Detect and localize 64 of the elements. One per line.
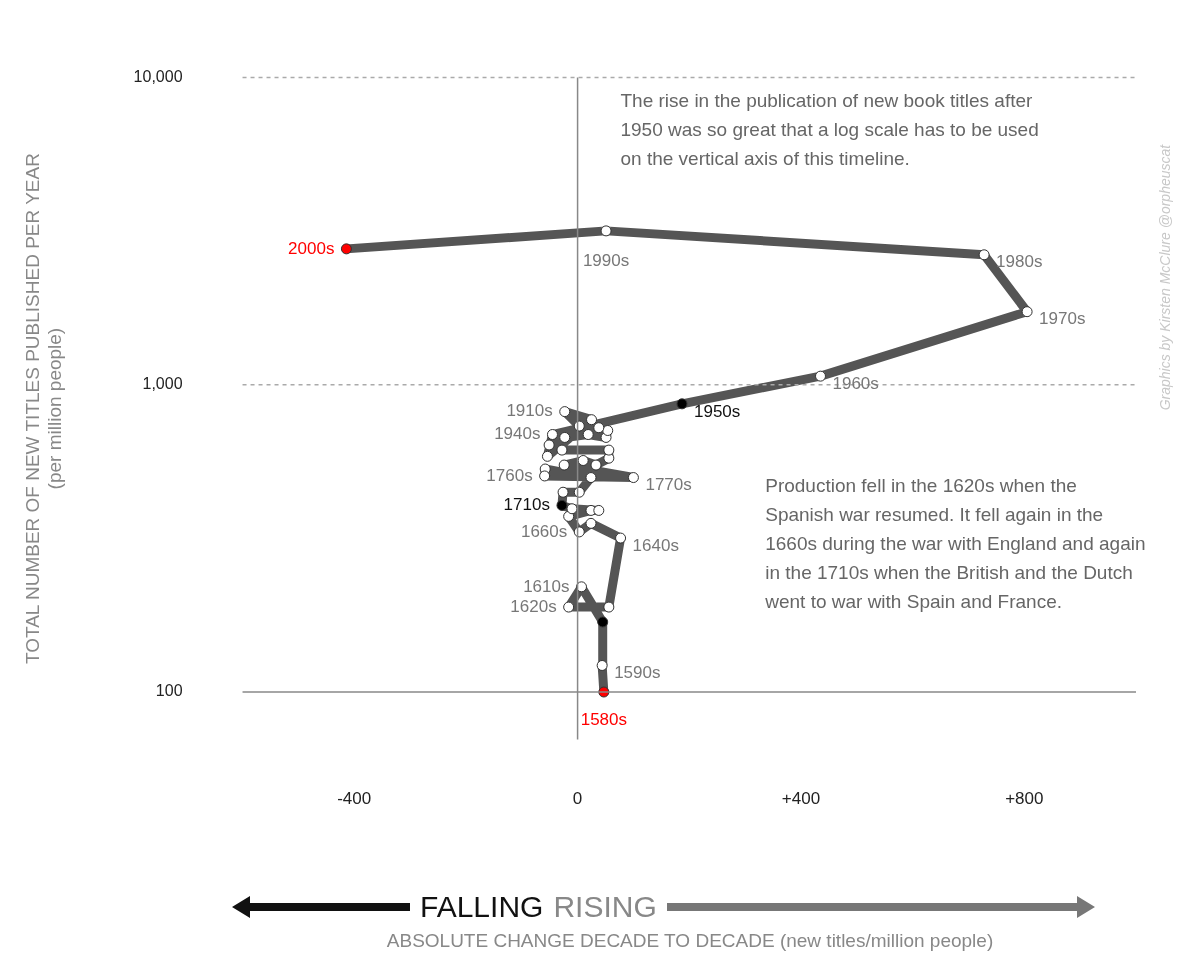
x-tick-label: 0 — [572, 789, 583, 809]
text: ABSOLUTE CHANGE DECADE TO DECADE (new titles/million people) — [385, 930, 995, 952]
point — [596, 659, 608, 671]
point — [557, 486, 569, 498]
point — [541, 450, 553, 462]
y-tick-label: 1,000 — [142, 375, 183, 393]
point — [597, 616, 609, 628]
y-tick-label: 10,000 — [133, 68, 183, 86]
point — [582, 429, 594, 441]
annotation: 1960s — [832, 373, 879, 393]
x-tick-label: -400 — [337, 789, 372, 809]
point — [556, 444, 568, 456]
annotation: 1770s — [645, 475, 692, 495]
annotation: 1950s — [694, 401, 741, 421]
annotation: 1980s — [996, 252, 1043, 272]
point — [543, 439, 555, 451]
point — [815, 370, 826, 382]
y-tick-label: 100 — [155, 682, 183, 700]
point — [593, 422, 605, 434]
annotation: 1580s — [580, 709, 627, 729]
point — [566, 503, 578, 515]
annotation: 1590s — [614, 663, 661, 683]
point — [603, 444, 615, 456]
point — [576, 581, 587, 593]
annotation: 1660s — [520, 521, 568, 541]
x-tick-label: +400 — [781, 789, 821, 809]
text: FALLING — [420, 890, 544, 924]
point — [539, 470, 551, 482]
point — [556, 499, 568, 511]
x-tick-label: +800 — [1005, 789, 1044, 809]
annotation: 1620s — [510, 596, 557, 616]
annotation: 1910s — [506, 401, 553, 421]
point — [546, 429, 558, 441]
annotation: 2000s — [288, 238, 335, 258]
point — [603, 601, 615, 613]
y-axis-title: TOTAL NUMBER OF NEW TITLES PUBLISHED PER YEAR (per million people) — [21, 153, 66, 665]
point — [563, 601, 575, 613]
annotation: 1970s — [1039, 309, 1086, 329]
point — [340, 243, 352, 255]
point — [1021, 306, 1033, 318]
point — [627, 472, 639, 484]
annotation: Production fell in the 1620s when the Spanish war resumed. It fell again in the 1660s during the war with England and again in the 1710s when the British and the Dutch went to war with Spain and France. — [764, 475, 1146, 613]
point — [585, 472, 597, 484]
annotation: 1990s — [582, 250, 630, 270]
annotation: 1710s — [503, 495, 550, 515]
point — [558, 459, 570, 471]
point — [978, 249, 990, 261]
annotation: 1610s — [523, 576, 570, 596]
point — [676, 398, 688, 410]
point — [615, 532, 627, 544]
text: RISING — [553, 890, 657, 924]
annotation: 1640s — [632, 535, 679, 555]
point — [600, 225, 612, 237]
point — [593, 504, 605, 516]
point — [559, 406, 571, 418]
point — [577, 455, 589, 467]
annotation: 1760s — [486, 465, 533, 485]
point — [585, 517, 597, 529]
point — [590, 459, 602, 471]
point — [602, 425, 614, 436]
annotation: The rise in the publication of new book titles after 1950 was so great that a log scale has to be used on the vertical axis of this timeline. — [620, 89, 1039, 169]
point — [559, 431, 571, 443]
annotation: 1940s — [494, 424, 541, 444]
point — [586, 414, 598, 426]
